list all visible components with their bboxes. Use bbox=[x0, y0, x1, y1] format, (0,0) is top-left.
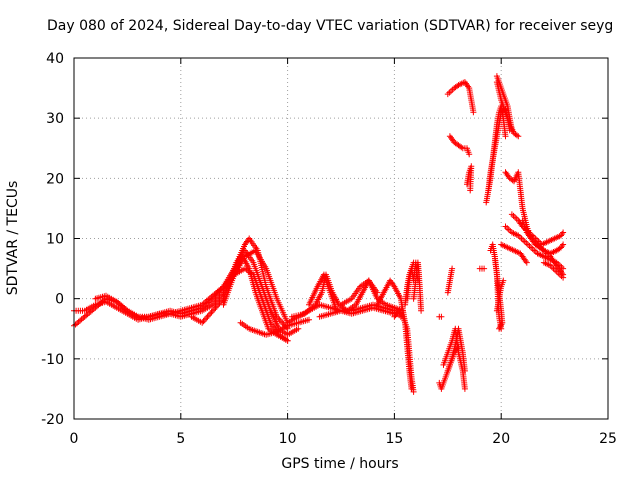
x-axis-label: GPS time / hours bbox=[281, 456, 399, 472]
data-point bbox=[502, 133, 509, 140]
data-point bbox=[438, 313, 445, 320]
data-point bbox=[560, 229, 567, 236]
data-point bbox=[560, 241, 567, 248]
data-point bbox=[200, 318, 207, 325]
y-tick-label: -20 bbox=[41, 412, 64, 428]
data-point bbox=[481, 265, 488, 272]
data-point bbox=[374, 289, 381, 296]
x-tick-label: 25 bbox=[599, 431, 617, 447]
data-point bbox=[560, 274, 567, 281]
x-tick-label: 10 bbox=[279, 431, 297, 447]
x-tick-label: 15 bbox=[385, 431, 403, 447]
y-tick-label: 10 bbox=[46, 232, 64, 248]
data-point bbox=[470, 109, 477, 116]
y-tick-label: 0 bbox=[55, 292, 64, 308]
data-point bbox=[215, 301, 222, 308]
data-point bbox=[513, 132, 520, 139]
axis-ticks: 0 5 10 15 20 25 -20 -10 0 10 20 30 40 bbox=[41, 51, 617, 447]
data-point bbox=[560, 265, 567, 272]
data-point bbox=[515, 133, 522, 140]
data-point bbox=[204, 313, 211, 320]
data-point bbox=[467, 187, 474, 194]
data-point bbox=[306, 316, 312, 323]
y-tick-label: 30 bbox=[46, 111, 64, 127]
data-point bbox=[333, 307, 340, 314]
chart-title: Day 080 of 2024, Sidereal Day-to-day VTE… bbox=[47, 18, 614, 34]
data-point bbox=[523, 259, 530, 266]
grid-lines bbox=[74, 58, 608, 419]
x-tick-label: 0 bbox=[70, 431, 79, 447]
y-tick-label: 40 bbox=[46, 51, 64, 67]
x-tick-label: 20 bbox=[492, 431, 510, 447]
data-point bbox=[496, 325, 503, 332]
data-point bbox=[418, 307, 425, 314]
data-point bbox=[410, 259, 417, 266]
data-point bbox=[215, 295, 222, 302]
data-point bbox=[284, 337, 291, 344]
data-point bbox=[466, 151, 473, 158]
data-point bbox=[295, 325, 302, 332]
data-point bbox=[461, 385, 468, 392]
data-point bbox=[410, 388, 417, 395]
data-points bbox=[71, 73, 567, 395]
y-tick-label: 20 bbox=[46, 171, 64, 187]
data-point bbox=[500, 277, 507, 284]
y-tick-label: -10 bbox=[41, 352, 64, 368]
data-point bbox=[208, 309, 215, 316]
data-point bbox=[449, 265, 456, 272]
x-tick-label: 5 bbox=[176, 431, 185, 447]
